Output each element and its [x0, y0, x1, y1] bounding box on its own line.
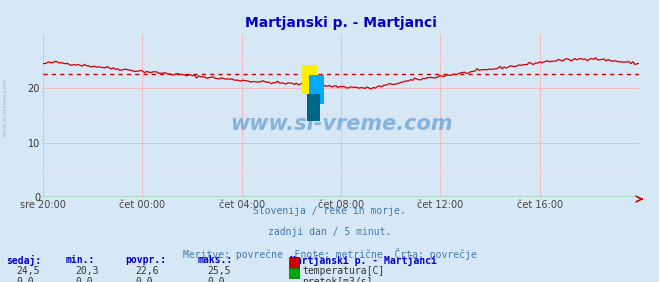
- Text: 0,0: 0,0: [16, 277, 34, 282]
- Text: sedaj:: sedaj:: [7, 255, 42, 266]
- Text: Slovenija / reke in morje.: Slovenija / reke in morje.: [253, 206, 406, 216]
- Bar: [310, 75, 324, 104]
- Text: min.:: min.:: [66, 255, 96, 265]
- Text: 24,5: 24,5: [16, 266, 40, 276]
- Text: povpr.:: povpr.:: [125, 255, 166, 265]
- Text: pretok[m3/s]: pretok[m3/s]: [302, 277, 373, 282]
- Title: Martjanski p. - Martjanci: Martjanski p. - Martjanci: [245, 16, 437, 30]
- Bar: [307, 94, 320, 120]
- Text: Meritve: povrečne  Enote: metrične  Črta: povrečje: Meritve: povrečne Enote: metrične Črta: …: [183, 248, 476, 260]
- Bar: [302, 65, 317, 94]
- Text: 0,0: 0,0: [76, 277, 94, 282]
- Text: www.si-vreme.com: www.si-vreme.com: [3, 78, 8, 137]
- Text: www.si-vreme.com: www.si-vreme.com: [230, 114, 452, 134]
- Text: zadnji dan / 5 minut.: zadnji dan / 5 minut.: [268, 227, 391, 237]
- Text: temperatura[C]: temperatura[C]: [302, 266, 385, 276]
- Text: Martjanski p. - Martjanci: Martjanski p. - Martjanci: [290, 255, 437, 266]
- Text: 0,0: 0,0: [208, 277, 225, 282]
- Text: maks.:: maks.:: [198, 255, 233, 265]
- Text: 0,0: 0,0: [135, 277, 153, 282]
- Text: 22,6: 22,6: [135, 266, 159, 276]
- Text: 20,3: 20,3: [76, 266, 100, 276]
- Text: 25,5: 25,5: [208, 266, 231, 276]
